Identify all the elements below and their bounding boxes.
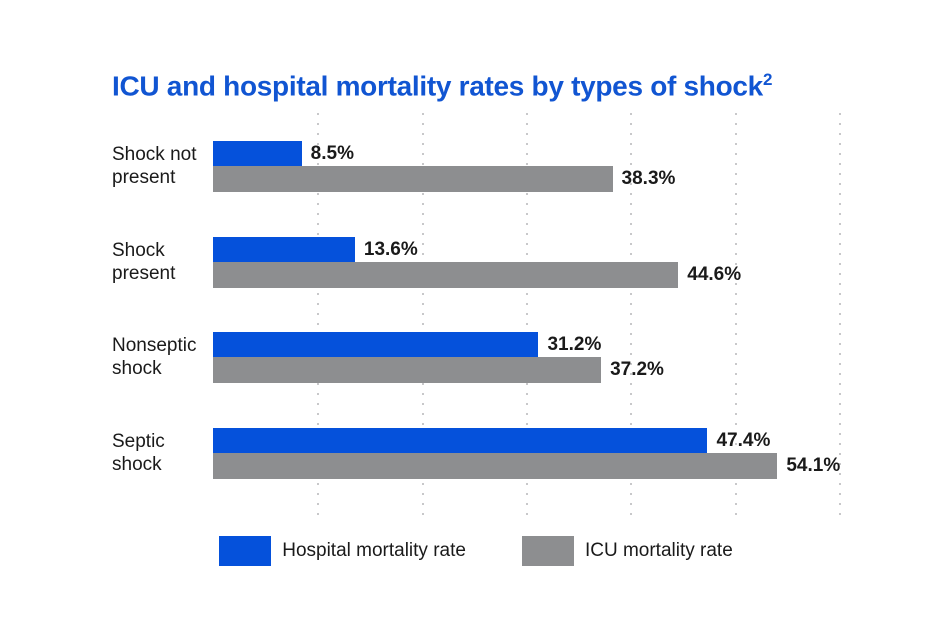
gridline-10: [317, 113, 320, 517]
chart-title: ICU and hospital mortality rates by type…: [112, 70, 772, 102]
value-label-icu-2: 44.6%: [687, 264, 742, 285]
value-label-hospital-2: 13.6%: [363, 239, 418, 260]
bar-hospital-1: [213, 141, 302, 166]
gridline-50: [734, 113, 737, 517]
gridline-60: [838, 113, 841, 517]
value-label-hospital-1: 8.5%: [310, 143, 354, 164]
value-label-icu-3: 37.2%: [610, 359, 664, 380]
gridline-20: [421, 113, 424, 517]
bar-icu-2: [213, 262, 679, 288]
legend: Hospital mortality rate ICU mortality ra…: [0, 536, 952, 566]
icu-legend-swatch: [521, 536, 574, 566]
gridline-30: [525, 113, 528, 517]
icu-legend-label: ICU mortality rate: [584, 540, 733, 561]
value-label-hospital-4: 47.4%: [716, 430, 771, 451]
legend-item-icu: ICU mortality rate: [521, 536, 733, 566]
bar-hospital-3: [213, 332, 539, 357]
bar-hospital-4: [213, 428, 708, 453]
hospital-legend-label: Hospital mortality rate: [282, 540, 466, 561]
bar-icu-3: [213, 357, 602, 383]
category-label-2: Shock present: [112, 240, 176, 284]
value-label-icu-4: 54.1%: [786, 455, 841, 476]
plot-area: 8.5% 38.3% 13.6% 44.6% 31.2% 37.2% 47.4% 54.1%: [213, 113, 865, 517]
bar-hospital-2: [213, 237, 355, 262]
chart-title-text: ICU and hospital mortality rates by type…: [112, 70, 763, 102]
gridline-40: [630, 113, 633, 517]
category-label-3: Nonseptic shock: [112, 335, 197, 379]
bar-icu-1: [213, 166, 613, 192]
bar-icu-4: [213, 453, 778, 479]
value-label-hospital-3: 31.2%: [547, 334, 602, 355]
category-label-4: Septic shock: [112, 431, 165, 475]
legend-item-hospital: Hospital mortality rate: [219, 536, 466, 566]
category-label-1: Shock not present: [112, 144, 197, 188]
hospital-legend-swatch: [219, 536, 272, 566]
chart-title-footnote-marker: 2: [762, 70, 773, 89]
value-label-icu-1: 38.3%: [621, 168, 676, 189]
